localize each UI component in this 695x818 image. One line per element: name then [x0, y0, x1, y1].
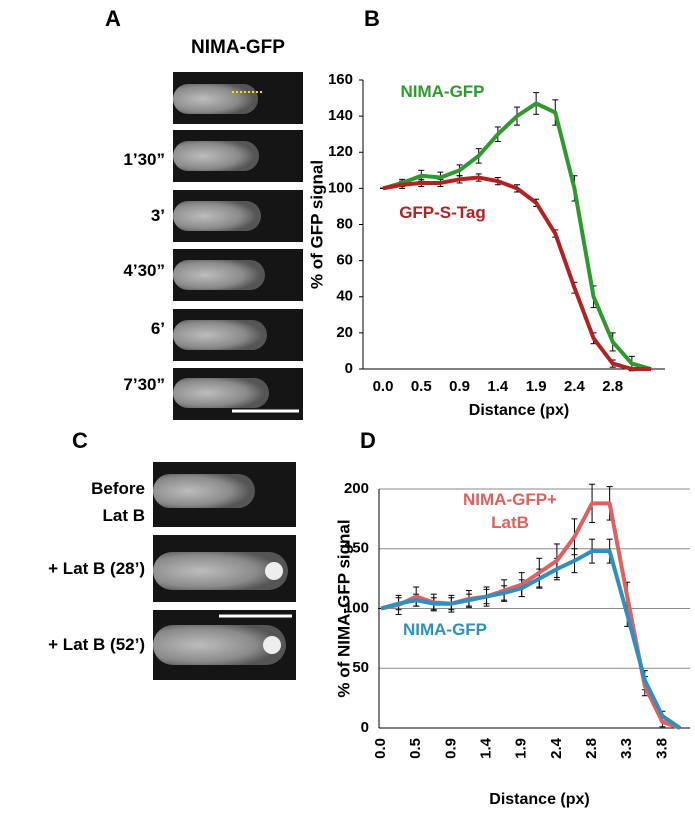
x-tick-label: 0.0: [373, 378, 394, 395]
x-axis-title: Distance (px): [489, 791, 589, 808]
condition-label: Before Lat B: [91, 479, 145, 525]
y-tick-label: 200: [344, 480, 369, 497]
panel-label: C: [72, 428, 88, 453]
y-tick-label: 0: [361, 719, 369, 736]
condition-label: + Lat B (28’): [48, 559, 145, 578]
y-tick-label: 160: [328, 71, 353, 88]
cell: [153, 625, 286, 665]
series-line: [382, 175, 651, 371]
cell: [153, 474, 255, 508]
micrographs-a: [173, 72, 303, 420]
series-label: GFP-S-Tag: [399, 203, 486, 222]
series-line: [380, 501, 681, 730]
series-label: NIMA-GFP: [400, 82, 485, 101]
y-tick-label: 0: [345, 360, 353, 377]
y-tick-label: 20: [336, 324, 353, 341]
time-label: 6’: [150, 319, 165, 338]
condition-label: + Lat B (52’): [48, 635, 145, 654]
cell: [173, 84, 258, 114]
x-tick-label: 0.5: [407, 738, 424, 759]
micrographs-c: [153, 462, 296, 680]
x-axis-title: Distance (px): [469, 402, 569, 419]
x-tick-label: 0.5: [411, 378, 432, 395]
series-line: [382, 101, 652, 371]
x-tick-label: 0.9: [449, 378, 470, 395]
x-tick-label: 3.8: [653, 738, 670, 759]
x-tick-label: 2.8: [583, 738, 600, 759]
time-label: 1’30”: [123, 150, 165, 169]
x-tick-label: 2.4: [548, 737, 565, 759]
series-label: NIMA-GFP: [402, 620, 488, 639]
time-label: 4’30”: [123, 261, 165, 280]
x-tick-label: 0.9: [442, 738, 459, 759]
cell: [173, 320, 267, 350]
y-tick-label: 150: [344, 540, 369, 557]
x-tick-label: 2.4: [564, 378, 586, 395]
y-tick-label: 140: [328, 107, 353, 124]
y-axis-title: % of NIMA-GFP signal: [334, 519, 353, 697]
y-tick-label: 60: [336, 252, 353, 269]
series-line: [380, 549, 682, 730]
x-tick-label: 0.0: [372, 738, 389, 759]
tip-signal: [263, 636, 281, 654]
y-axis-title: % of GFP signal: [307, 160, 326, 289]
cell: [173, 260, 265, 290]
y-tick-label: 100: [328, 179, 353, 196]
time-label: 3’: [150, 206, 165, 225]
x-tick-label: 1.4: [487, 378, 509, 395]
tip-signal: [265, 562, 283, 580]
x-tick-label: 1.4: [477, 737, 494, 759]
cell: [173, 378, 269, 408]
y-tick-label: 50: [352, 659, 369, 676]
x-tick-label: 3.3: [618, 738, 635, 759]
panel-label: A: [105, 6, 121, 31]
time-label: 7’30”: [123, 375, 165, 394]
x-tick-label: 2.8: [602, 378, 623, 395]
cell: [173, 201, 261, 231]
x-tick-label: 1.9: [526, 378, 547, 395]
y-tick-label: 40: [336, 288, 353, 305]
panel-label: B: [364, 6, 380, 31]
cell: [153, 552, 288, 590]
y-tick-label: 100: [344, 599, 369, 616]
x-tick-label: 1.9: [513, 738, 530, 759]
panel-label: D: [360, 428, 376, 453]
y-tick-label: 120: [328, 143, 353, 160]
series-label: NIMA-GFP+ LatB: [463, 490, 557, 532]
y-tick-label: 80: [336, 215, 353, 232]
cell: [173, 141, 259, 171]
image-header: NIMA-GFP: [191, 37, 285, 58]
